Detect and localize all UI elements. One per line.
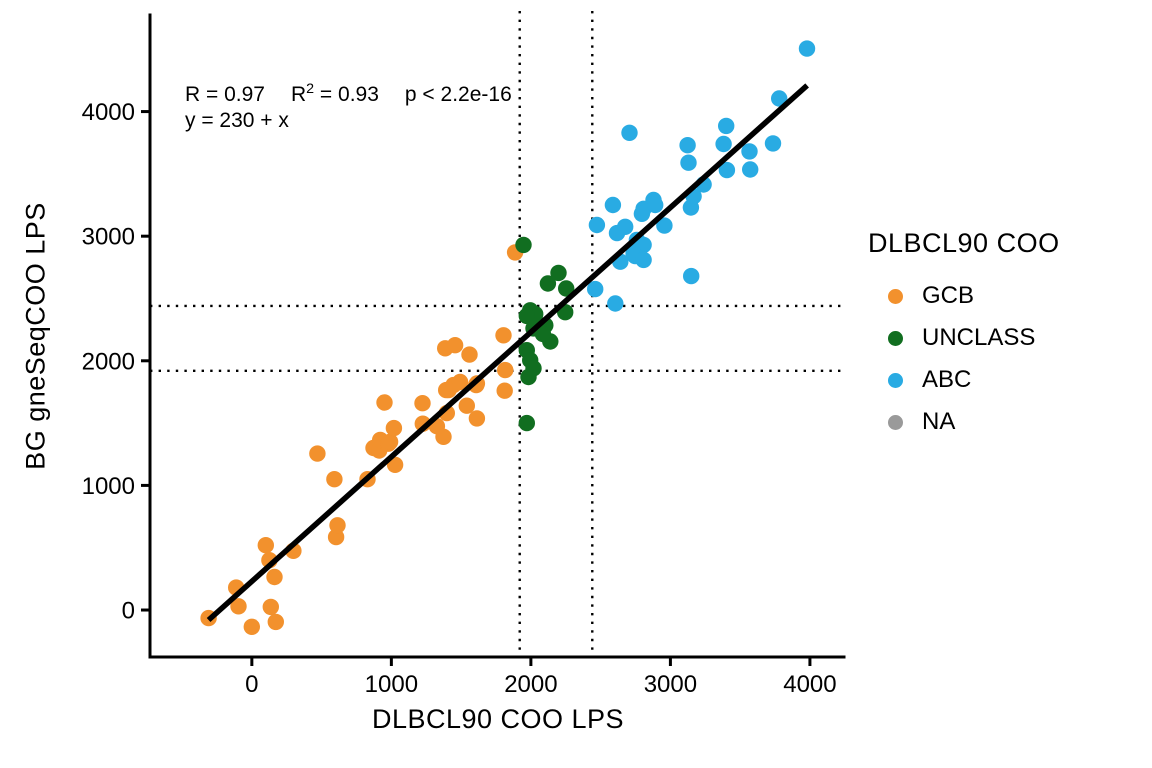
data-point xyxy=(588,216,606,234)
data-point xyxy=(515,236,532,254)
data-point xyxy=(262,598,279,616)
legend-title: DLBCL90 COO xyxy=(868,228,1060,258)
data-point xyxy=(587,280,604,298)
data-point xyxy=(230,598,247,615)
data-point xyxy=(385,419,403,437)
x-tick-label: 1000 xyxy=(365,671,418,698)
data-point xyxy=(718,161,736,179)
data-point xyxy=(798,40,816,57)
y-tick-label: 1000 xyxy=(82,473,135,500)
legend-item-na: NA xyxy=(868,401,1060,443)
x-tick-label: 2000 xyxy=(504,671,557,698)
data-point xyxy=(539,275,557,292)
y-tick-label: 3000 xyxy=(82,224,135,251)
data-point xyxy=(715,135,732,153)
y-tick-label: 4000 xyxy=(82,99,135,126)
legend-item-gcb: GCB xyxy=(868,275,1060,317)
series-gcb xyxy=(200,244,524,635)
na-dot-icon xyxy=(888,414,903,430)
data-point xyxy=(683,267,700,285)
data-point xyxy=(764,135,782,152)
data-point xyxy=(518,414,535,432)
x-tick-label: 4000 xyxy=(783,671,836,698)
data-point xyxy=(771,90,788,107)
data-point xyxy=(257,537,274,554)
legend-item-abc: ABC xyxy=(868,359,1060,401)
data-point xyxy=(497,361,514,379)
tick-labels: 0 1000 2000 3000 4000 0 1000 2000 3000 4000 xyxy=(82,99,837,698)
data-point xyxy=(633,205,651,222)
data-point xyxy=(520,368,537,386)
data-point xyxy=(679,137,696,154)
data-point xyxy=(550,264,567,282)
x-axis-title: DLBCL90 COO LPS xyxy=(371,704,625,734)
legend: DLBCL90 COO GCB UNCLASS ABC NA xyxy=(868,228,1060,443)
data-point xyxy=(461,346,478,363)
data-point xyxy=(647,196,664,214)
data-point xyxy=(558,280,575,297)
axes xyxy=(148,13,846,659)
data-point xyxy=(243,618,260,635)
stats-line-2: y = 230 + x xyxy=(185,109,289,132)
data-point xyxy=(381,433,399,450)
series-abc xyxy=(587,40,816,312)
data-point xyxy=(518,307,535,325)
data-point xyxy=(468,410,486,427)
legend-label-abc: ABC xyxy=(922,366,972,393)
data-point xyxy=(534,325,552,343)
stats-annotation: R = 0.97 R2 = 0.93 p < 2.2e-16 y = 230 + x xyxy=(185,82,538,134)
legend-label-gcb: GCB xyxy=(922,282,975,309)
gcb-dot-icon xyxy=(888,288,903,304)
data-point xyxy=(309,445,326,462)
data-point xyxy=(451,373,469,391)
x-tick-label: 0 xyxy=(245,671,258,698)
y-tick-label: 2000 xyxy=(82,348,135,375)
data-point xyxy=(376,394,393,411)
legend-item-unclass: UNCLASS xyxy=(868,317,1060,359)
stat-r: R = 0.97 xyxy=(185,83,265,106)
data-point xyxy=(266,568,283,586)
x-tick-label: 3000 xyxy=(644,671,697,698)
data-point xyxy=(741,143,758,160)
data-point xyxy=(414,395,431,412)
data-point xyxy=(446,337,464,354)
abc-dot-icon xyxy=(888,372,903,388)
data-point xyxy=(267,613,284,631)
data-point xyxy=(435,428,452,445)
y-axis-title: BG gneSeqCOO LPS xyxy=(20,202,51,470)
legend-label-unclass: UNCLASS xyxy=(922,324,1036,351)
data-point xyxy=(718,117,735,135)
data-point xyxy=(326,471,343,488)
data-point xyxy=(607,295,624,312)
data-point xyxy=(458,397,475,414)
series-unclass xyxy=(515,236,575,432)
stat-p: p < 2.2e-16 xyxy=(404,83,512,106)
data-point xyxy=(496,382,513,399)
unclass-dot-icon xyxy=(888,330,903,346)
stat-r2: R2 = 0.93 xyxy=(290,81,379,106)
data-point xyxy=(635,251,652,269)
tick-marks xyxy=(141,110,812,666)
stats-line-1: R = 0.97 R2 = 0.93 p < 2.2e-16 xyxy=(185,82,538,108)
data-point xyxy=(604,196,622,214)
data-point xyxy=(617,218,634,235)
data-point xyxy=(680,154,697,171)
y-tick-label: 0 xyxy=(122,598,135,625)
data-point xyxy=(656,217,673,234)
legend-label-na: NA xyxy=(922,408,956,435)
data-point xyxy=(621,124,638,141)
data-point xyxy=(742,161,759,178)
regression-line xyxy=(206,83,809,623)
data-point xyxy=(495,327,512,344)
data-point xyxy=(329,517,346,534)
